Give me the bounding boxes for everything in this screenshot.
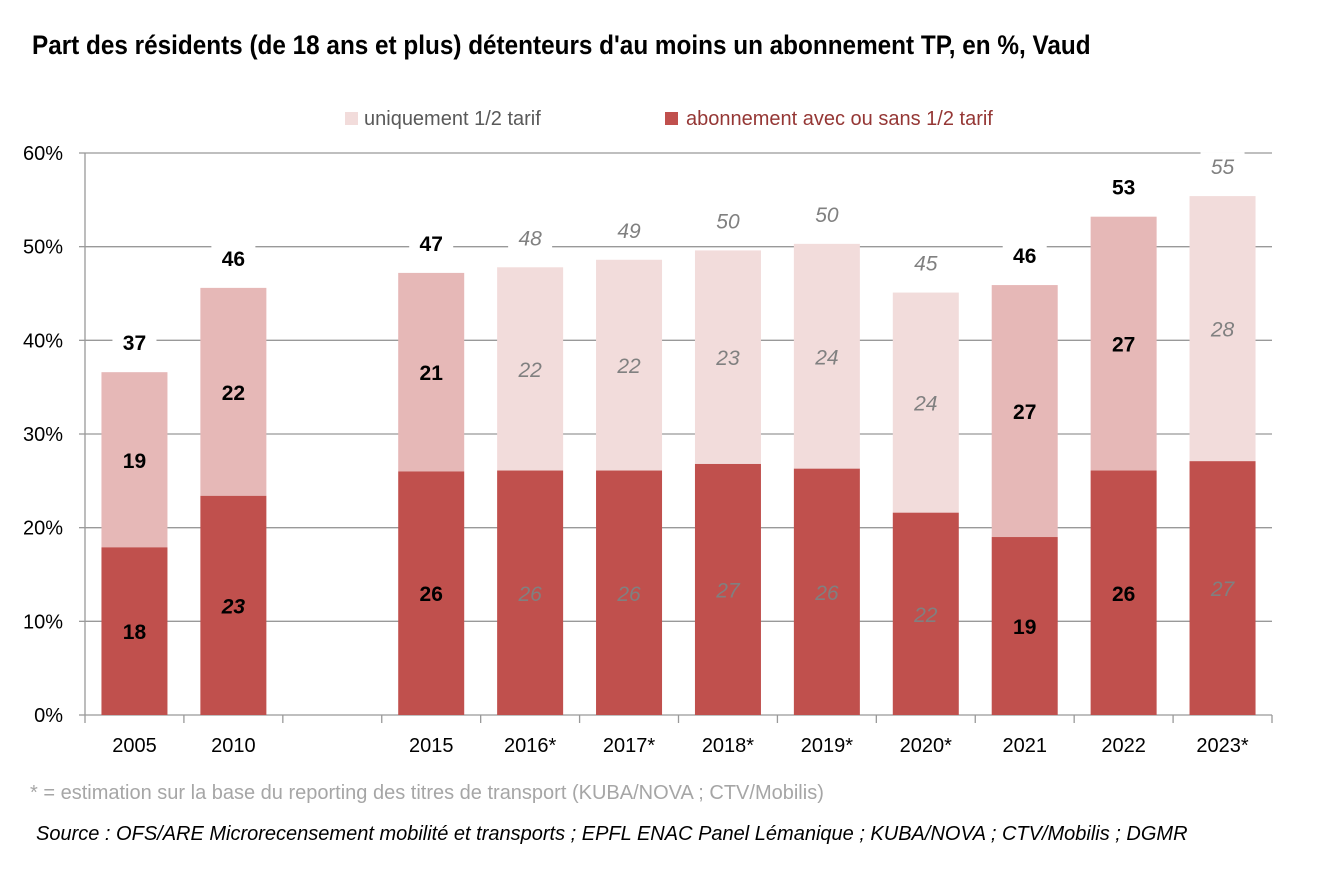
legend-swatch-half-fare	[345, 112, 358, 125]
total-label-background	[112, 328, 157, 357]
data-label-total: 46	[222, 248, 245, 271]
bar-segment-half-fare	[596, 259, 663, 471]
legend-label-half-fare: uniquement 1/2 tarif	[364, 108, 541, 130]
total-label-background	[705, 206, 750, 235]
data-label-half-fare: 22	[222, 382, 245, 405]
bar-segment-half-fare	[200, 287, 267, 496]
source-note: Source : OFS/ARE Microrecensement mobili…	[36, 823, 1188, 845]
x-tick-label: 2016*	[504, 735, 556, 757]
data-label-half-fare: 21	[420, 362, 444, 385]
bar-segment-subscription	[991, 537, 1058, 715]
total-label-background	[903, 248, 948, 277]
y-tick-label: 60%	[23, 143, 63, 165]
data-label-subscription: 18	[123, 621, 147, 644]
y-tick-label: 30%	[23, 424, 63, 446]
data-label-half-fare: 24	[913, 393, 937, 416]
x-tick-label: 2023*	[1196, 735, 1248, 757]
data-label-total: 50	[815, 204, 839, 227]
bar-segment-subscription	[1189, 461, 1256, 715]
legend-swatch-subscription	[665, 112, 678, 125]
x-tick-label: 2010	[211, 735, 256, 757]
total-label-background	[1002, 241, 1047, 270]
bar-segment-half-fare	[1090, 216, 1157, 471]
x-tick-label: 2017*	[603, 735, 655, 757]
bar-segment-half-fare	[1189, 196, 1256, 462]
total-label-background	[409, 228, 454, 257]
legend-background	[300, 100, 1060, 134]
chart-title: Part des résidents (de 18 ans et plus) d…	[32, 30, 1091, 60]
data-label-subscription: 19	[1013, 616, 1036, 639]
bar-segment-subscription	[497, 470, 564, 715]
bar-segment-subscription	[596, 470, 663, 715]
total-label-background	[1200, 152, 1245, 181]
data-label-subscription: 26	[814, 582, 839, 605]
footnote: * = estimation sur la base du reporting …	[30, 782, 824, 804]
x-tick-label: 2021	[1002, 735, 1047, 757]
data-label-subscription: 23	[221, 595, 246, 618]
bar-segment-half-fare	[101, 372, 168, 548]
total-label-background	[211, 243, 256, 272]
data-label-half-fare: 23	[715, 347, 740, 370]
total-label-background	[508, 223, 553, 252]
data-label-total: 55	[1211, 156, 1235, 179]
x-tick-label: 2005	[112, 735, 157, 757]
data-label-subscription: 22	[913, 604, 938, 627]
data-label-subscription: 26	[1112, 583, 1135, 606]
data-label-total: 46	[1013, 245, 1036, 268]
y-tick-label: 40%	[23, 330, 63, 352]
data-label-total: 37	[123, 332, 146, 355]
data-label-subscription: 26	[616, 583, 641, 606]
bar-segment-half-fare	[694, 250, 761, 464]
bar-segment-subscription	[101, 547, 168, 715]
y-tick-label: 10%	[23, 611, 63, 633]
legend-label-subscription: abonnement avec ou sans 1/2 tarif	[686, 108, 993, 130]
y-tick-label: 20%	[23, 518, 63, 540]
data-label-total: 49	[617, 220, 641, 243]
y-tick-label: 0%	[34, 705, 63, 727]
bar-segment-subscription	[892, 512, 959, 715]
data-label-half-fare: 22	[616, 355, 641, 378]
bar-segment-half-fare	[892, 292, 959, 513]
data-label-subscription: 26	[517, 583, 542, 606]
data-label-total: 47	[420, 233, 443, 256]
data-label-subscription: 27	[1210, 578, 1236, 601]
x-tick-label: 2018*	[702, 735, 754, 757]
data-label-subscription: 26	[420, 583, 443, 606]
data-label-half-fare: 28	[1210, 319, 1235, 342]
data-label-subscription: 27	[715, 579, 741, 602]
data-label-half-fare: 27	[1013, 401, 1036, 424]
total-label-background	[804, 199, 849, 228]
data-label-total: 45	[914, 253, 938, 276]
data-label-total: 53	[1112, 177, 1135, 200]
data-label-total: 50	[716, 210, 740, 233]
bar-segment-subscription	[200, 495, 267, 715]
data-label-half-fare: 24	[814, 346, 838, 369]
bar-segment-half-fare	[398, 272, 465, 472]
bar-segment-subscription	[1090, 470, 1157, 715]
bar-segment-half-fare	[991, 285, 1058, 538]
x-tick-label: 2015	[409, 735, 454, 757]
y-tick-label: 50%	[23, 237, 63, 259]
bar-segment-subscription	[694, 463, 761, 715]
total-label-background	[1101, 172, 1146, 201]
data-label-half-fare: 27	[1112, 334, 1135, 357]
bar-segment-half-fare	[793, 243, 860, 469]
data-label-total: 48	[518, 227, 542, 250]
data-label-half-fare: 22	[517, 359, 542, 382]
bar-segment-subscription	[398, 471, 465, 715]
total-label-background	[607, 215, 652, 244]
x-tick-label: 2019*	[801, 735, 853, 757]
data-label-half-fare: 19	[123, 450, 146, 473]
x-tick-label: 2022	[1101, 735, 1146, 757]
bar-segment-subscription	[793, 468, 860, 715]
x-tick-label: 2020*	[900, 735, 952, 757]
bar-segment-half-fare	[497, 267, 564, 471]
